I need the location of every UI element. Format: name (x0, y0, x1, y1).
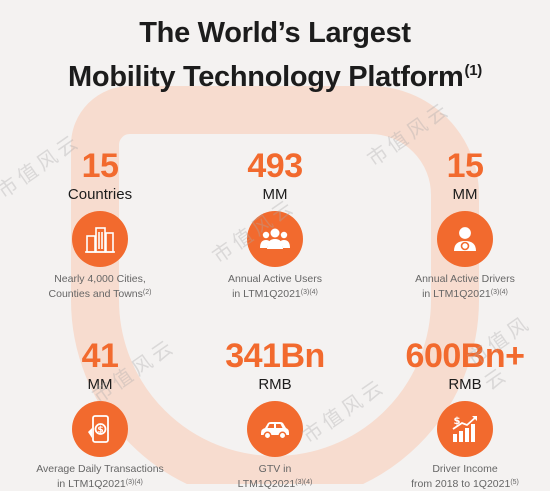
svg-text:$: $ (97, 426, 103, 436)
driver-icon (437, 211, 493, 267)
desc-footnote: (3)(4) (125, 479, 143, 486)
stat-value: 15 (446, 147, 484, 185)
income-growth-icon: $ (437, 401, 493, 457)
stat-unit: RMB (448, 376, 482, 393)
stat-unit: MM (87, 376, 113, 393)
desc-footnote: (5) (510, 479, 519, 486)
desc-line-2: Counties and Towns (48, 288, 143, 300)
stat-value: 493 (247, 147, 303, 185)
stat-unit: Countries (67, 186, 133, 203)
desc-line-1: Driver Income (432, 463, 498, 475)
desc-footnote: (3)(4) (300, 289, 318, 296)
desc-line-1: Average Daily Transactions (36, 463, 164, 475)
desc-line-2: LTM1Q2021 (237, 478, 296, 490)
stat-description: Driver Income from 2018 to 1Q2021(5) (395, 462, 535, 491)
stat-value: 15 (81, 147, 119, 185)
phone-payment-icon: $ (72, 401, 128, 457)
stat-active-users: 493 MM Annual Active Users in LTM1Q2021(… (205, 148, 345, 301)
stat-value: 41 (81, 337, 119, 375)
stat-active-drivers: 15 MM Annual Active Drivers in LTM1Q2021… (395, 148, 535, 301)
stat-value: 600Bn+ (405, 337, 525, 375)
stat-description: Annual Active Users in LTM1Q2021(3)(4) (205, 272, 345, 301)
title-footnote: (1) (464, 62, 483, 79)
page-title-line-1: The World’s Largest (139, 17, 411, 49)
desc-footnote: (3)(4) (295, 479, 313, 486)
stat-unit: MM (452, 186, 478, 203)
desc-footnote: (2) (142, 289, 152, 296)
stat-gtv: 341Bn RMB GTV in LTM1Q2021(3)(4) (205, 338, 345, 491)
desc-line-1: Nearly 4,000 Cities, (54, 273, 146, 285)
stat-description: Nearly 4,000 Cities, Counties and Towns(… (30, 272, 170, 301)
stat-unit: MM (262, 186, 288, 203)
desc-line-2: in LTM1Q2021 (232, 288, 301, 300)
stat-description: GTV in LTM1Q2021(3)(4) (205, 462, 345, 491)
stat-value: 341Bn (225, 337, 325, 375)
users-group-icon (247, 211, 303, 267)
desc-line-1: GTV in (258, 463, 292, 475)
desc-footnote: (3)(4) (490, 289, 508, 296)
page-title-text: Mobility Technology Platform (68, 61, 464, 93)
stat-unit: RMB (258, 376, 292, 393)
car-icon (247, 401, 303, 457)
stat-description: Annual Active Drivers in LTM1Q2021(3)(4) (395, 272, 535, 301)
desc-line-1: Annual Active Drivers (415, 273, 515, 285)
page-title-line-2: Mobility Technology Platform(1) (0, 54, 550, 94)
stat-countries: 15 Countries Nearly 4,000 Cities, Counti… (30, 148, 170, 301)
stat-description: Average Daily Transactions in LTM1Q2021(… (30, 462, 170, 491)
desc-line-2: from 2018 to 1Q2021 (411, 478, 511, 490)
city-buildings-icon (72, 211, 128, 267)
svg-text:$: $ (454, 416, 461, 427)
desc-line-2: in LTM1Q2021 (57, 478, 126, 490)
desc-line-1: Annual Active Users (228, 273, 322, 285)
desc-line-2: in LTM1Q2021 (422, 288, 491, 300)
